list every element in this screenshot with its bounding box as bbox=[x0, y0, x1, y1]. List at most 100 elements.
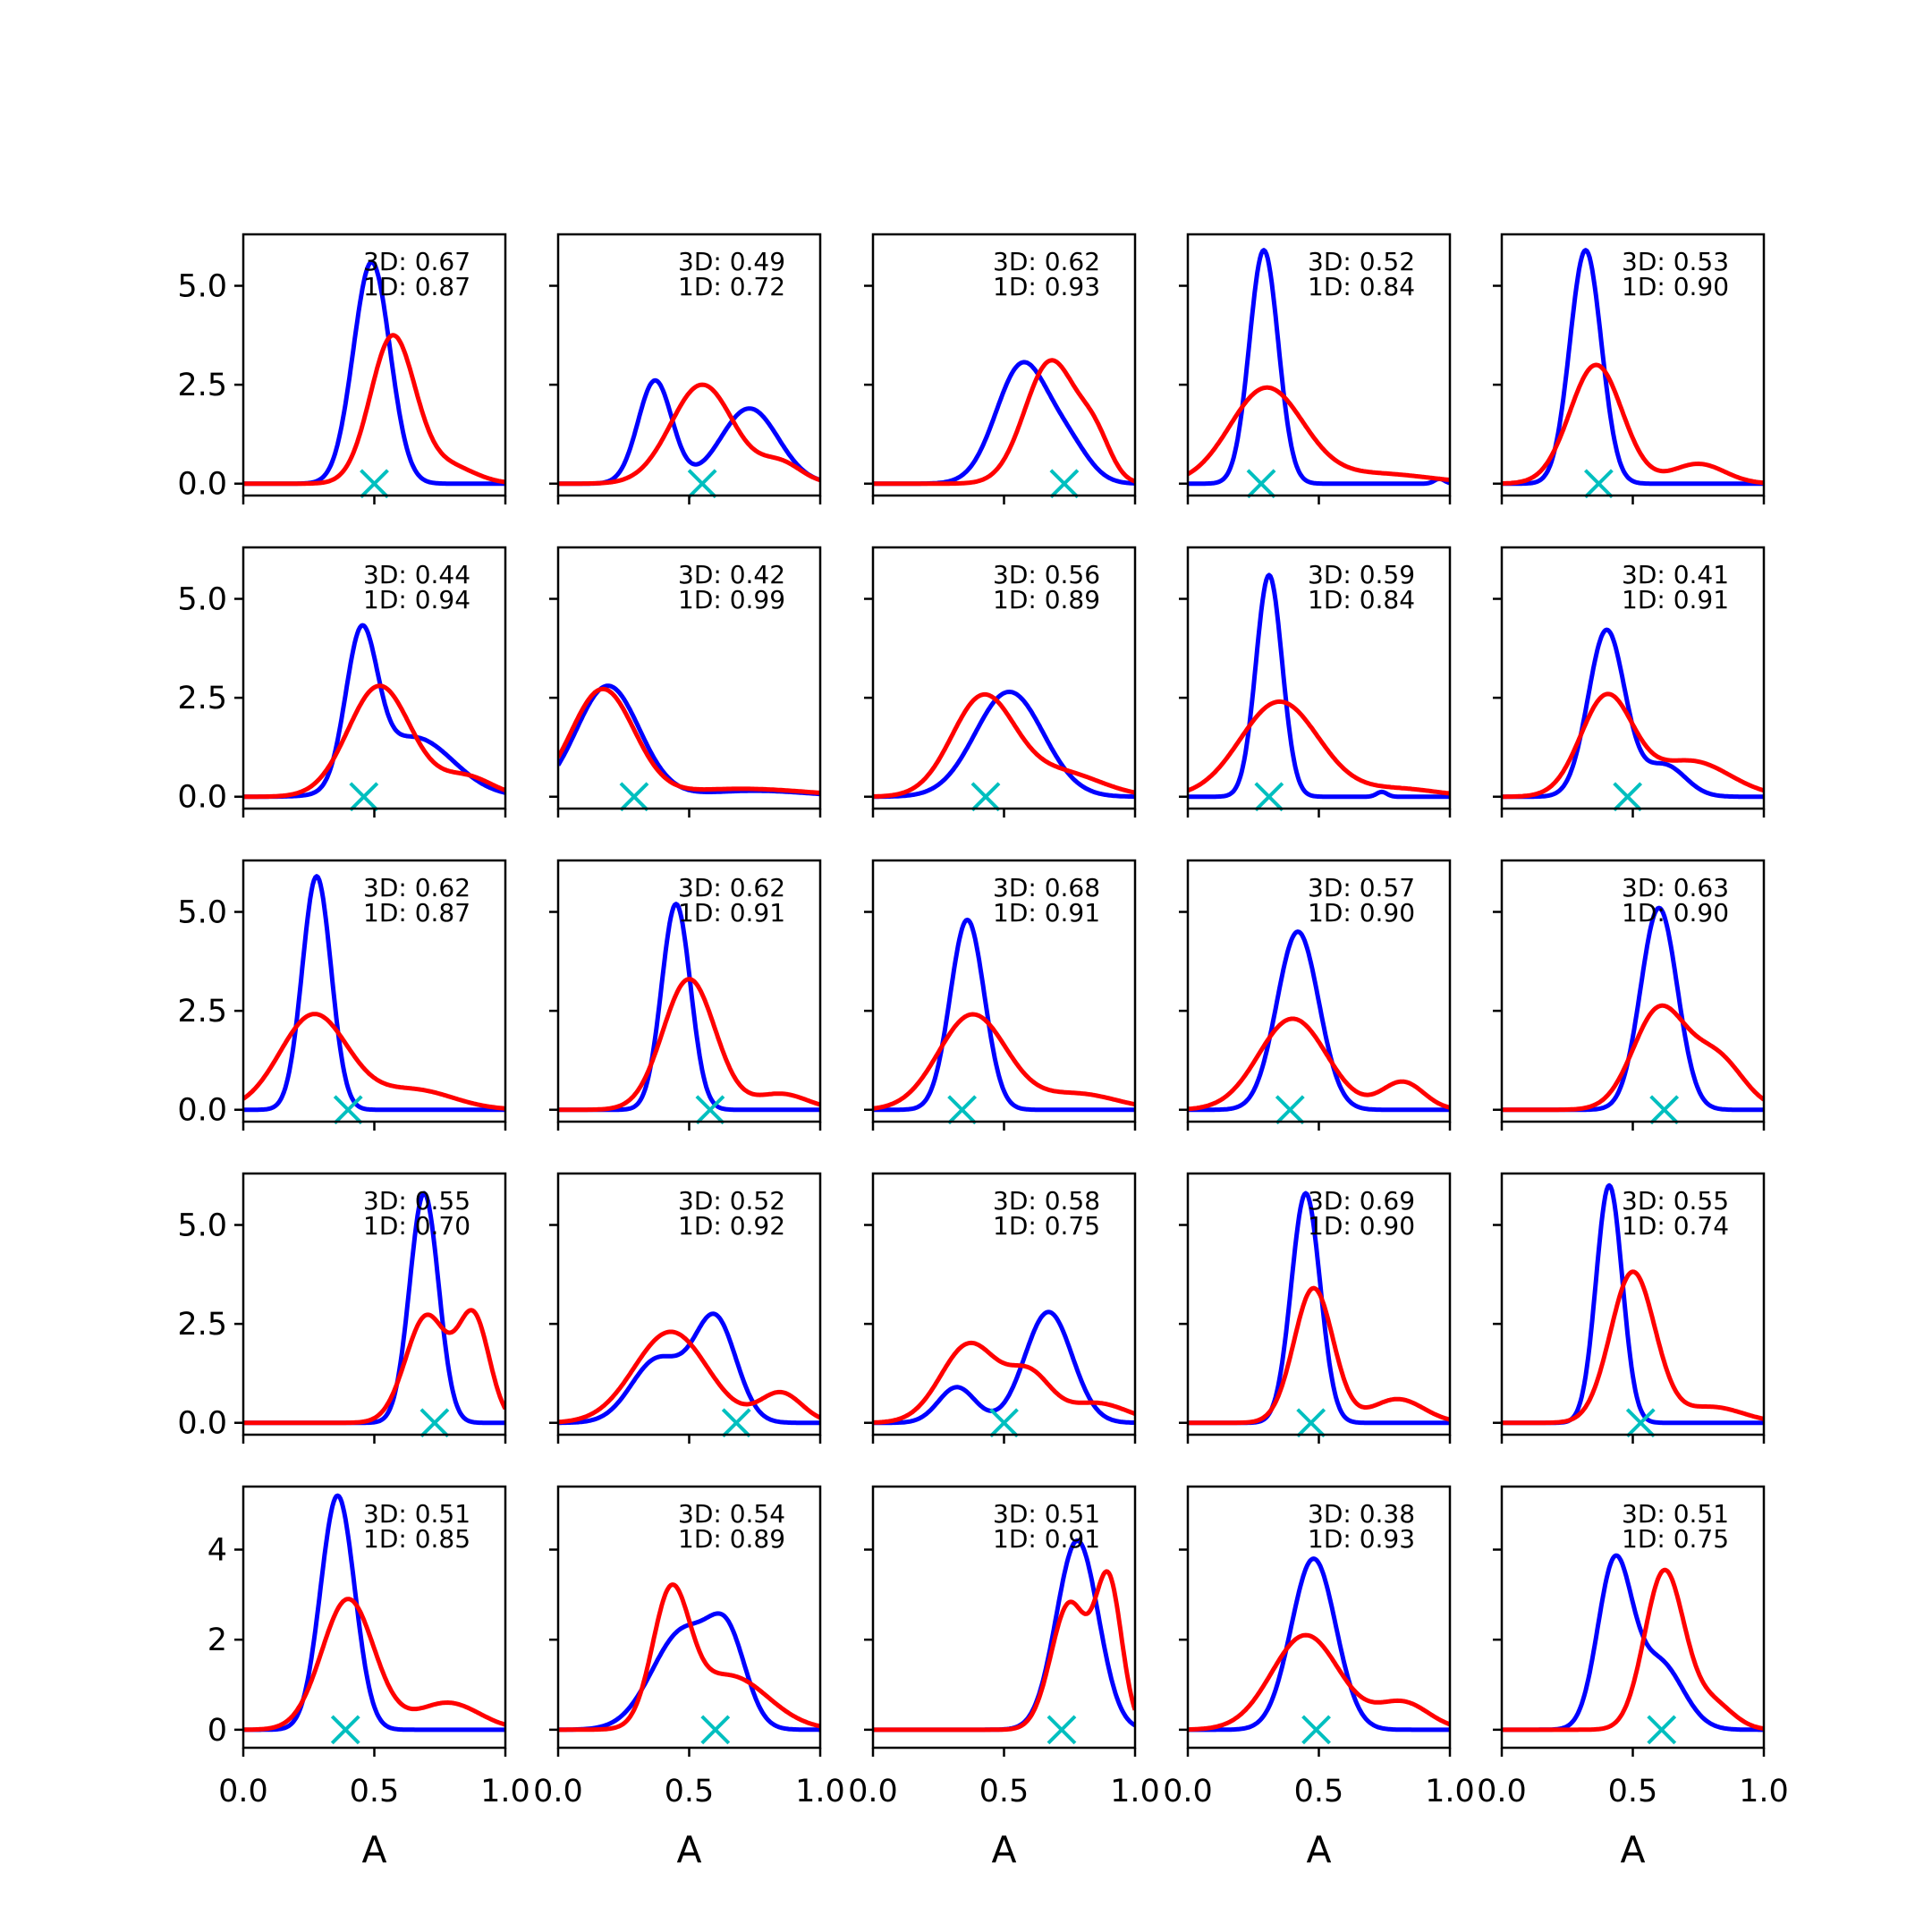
x-marker bbox=[1625, 1408, 1656, 1438]
x-marker bbox=[695, 1095, 725, 1125]
label-3d: 3D: 0.42 bbox=[678, 560, 785, 589]
y-tick-label: 0 bbox=[208, 1713, 227, 1749]
red-density-curve bbox=[1188, 1285, 1450, 1426]
x-tick-label: 0.0 bbox=[1163, 1774, 1213, 1809]
label-3d: 3D: 0.68 bbox=[993, 873, 1100, 902]
x-tick-label: 0.5 bbox=[979, 1774, 1030, 1809]
x-axis-label: A bbox=[1306, 1828, 1331, 1871]
blue-density-curve bbox=[243, 874, 505, 1113]
label-3d: 3D: 0.51 bbox=[363, 1499, 470, 1529]
x-marker bbox=[1046, 1715, 1077, 1745]
label-3d: 3D: 0.55 bbox=[1622, 1186, 1729, 1216]
label-1d: 1D: 0.75 bbox=[993, 1211, 1100, 1241]
blue-density-curve bbox=[1188, 572, 1450, 800]
label-1d: 1D: 0.91 bbox=[678, 898, 785, 928]
label-1d: 1D: 0.90 bbox=[1308, 1211, 1415, 1241]
label-3d: 3D: 0.58 bbox=[993, 1186, 1100, 1216]
red-density-curve bbox=[873, 691, 1135, 799]
y-tick-label: 0.0 bbox=[177, 1406, 227, 1442]
x-marker bbox=[1246, 469, 1276, 499]
x-marker bbox=[1647, 1715, 1677, 1745]
red-density-curve bbox=[873, 1569, 1135, 1733]
x-axis-label: A bbox=[361, 1828, 386, 1871]
x-marker bbox=[1275, 1095, 1305, 1125]
label-1d: 1D: 0.93 bbox=[1308, 1524, 1415, 1554]
x-tick-label: 1.0 bbox=[1110, 1774, 1160, 1809]
blue-density-curve bbox=[1188, 929, 1450, 1113]
label-3d: 3D: 0.52 bbox=[1308, 247, 1415, 276]
label-1d: 1D: 0.94 bbox=[363, 585, 470, 614]
blue-density-curve bbox=[243, 1493, 505, 1733]
red-density-curve bbox=[1502, 1269, 1764, 1426]
blue-density-curve bbox=[1502, 248, 1764, 487]
red-density-curve bbox=[558, 1329, 820, 1425]
label-1d: 1D: 0.70 bbox=[363, 1211, 470, 1241]
label-1d: 1D: 0.90 bbox=[1622, 898, 1729, 928]
label-3d: 3D: 0.53 bbox=[1622, 247, 1729, 276]
label-3d: 3D: 0.57 bbox=[1308, 873, 1415, 902]
label-1d: 1D: 0.84 bbox=[1308, 272, 1415, 301]
x-marker bbox=[360, 469, 389, 499]
label-1d: 1D: 0.99 bbox=[678, 585, 785, 614]
x-marker bbox=[349, 782, 379, 812]
label-1d: 1D: 0.91 bbox=[993, 898, 1100, 928]
x-marker bbox=[419, 1408, 450, 1438]
blue-density-curve bbox=[1188, 248, 1450, 487]
red-density-curve bbox=[873, 1340, 1135, 1425]
label-1d: 1D: 0.87 bbox=[363, 898, 470, 928]
red-density-curve bbox=[1502, 1003, 1764, 1113]
y-tick-label: 2.5 bbox=[177, 1307, 227, 1343]
label-3d: 3D: 0.49 bbox=[678, 247, 785, 276]
red-density-curve bbox=[243, 683, 505, 800]
y-tick-label: 5.0 bbox=[177, 582, 227, 618]
y-tick-label: 0.0 bbox=[177, 780, 227, 816]
label-3d: 3D: 0.63 bbox=[1622, 873, 1729, 902]
label-1d: 1D: 0.87 bbox=[363, 272, 470, 301]
label-3d: 3D: 0.51 bbox=[1622, 1499, 1729, 1529]
x-tick-label: 1.0 bbox=[1739, 1774, 1789, 1809]
label-1d: 1D: 0.89 bbox=[993, 585, 1100, 614]
x-tick-label: 0.5 bbox=[1294, 1774, 1344, 1809]
x-marker bbox=[330, 1715, 360, 1745]
blue-density-curve bbox=[558, 1311, 820, 1426]
x-tick-label: 0.5 bbox=[665, 1774, 715, 1809]
label-1d: 1D: 0.91 bbox=[993, 1524, 1100, 1554]
x-marker bbox=[333, 1095, 363, 1125]
y-tick-label: 5.0 bbox=[177, 895, 227, 931]
x-marker bbox=[989, 1408, 1019, 1438]
label-1d: 1D: 0.89 bbox=[678, 1524, 785, 1554]
x-axis-label: A bbox=[676, 1828, 701, 1871]
red-density-curve bbox=[1188, 1016, 1450, 1112]
blue-density-curve bbox=[873, 1538, 1135, 1733]
label-1d: 1D: 0.90 bbox=[1622, 272, 1729, 301]
blue-density-curve bbox=[558, 1611, 820, 1733]
label-3d: 3D: 0.62 bbox=[363, 873, 470, 902]
red-density-curve bbox=[1188, 385, 1450, 483]
label-3d: 3D: 0.69 bbox=[1308, 1186, 1415, 1216]
red-density-curve bbox=[243, 1012, 505, 1111]
red-density-curve bbox=[243, 333, 505, 487]
x-marker bbox=[619, 782, 649, 812]
red-density-curve bbox=[1502, 1567, 1764, 1733]
red-density-curve bbox=[558, 686, 820, 795]
red-density-curve bbox=[873, 1012, 1135, 1111]
x-tick-label: 0.0 bbox=[218, 1774, 268, 1809]
red-density-curve bbox=[1502, 362, 1764, 486]
